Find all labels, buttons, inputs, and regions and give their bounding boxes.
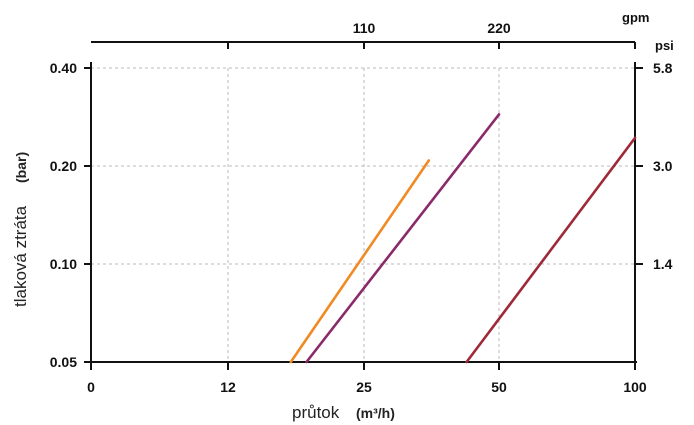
y-axis-unit: (bar) bbox=[13, 152, 29, 183]
ticks: 0 12 25 50 100 0.05 0.10 0.20 0.40 110 220 1.4 3.0 5.… bbox=[50, 20, 673, 395]
right-y-tick-label: 1.4 bbox=[653, 256, 673, 272]
series-line-2 bbox=[307, 114, 500, 362]
right-axis-unit: psi bbox=[655, 38, 674, 53]
y-tick-label: 0.20 bbox=[50, 158, 77, 174]
top-x-tick-label: 110 bbox=[353, 20, 376, 36]
right-y-tick-label: 5.8 bbox=[653, 60, 673, 76]
top-x-tick-label: 220 bbox=[487, 20, 511, 36]
series-line-1 bbox=[291, 161, 429, 363]
grid bbox=[91, 68, 635, 362]
x-tick-label: 0 bbox=[87, 379, 95, 395]
y-tick-label: 0.10 bbox=[50, 256, 77, 272]
x-tick-label: 50 bbox=[491, 379, 507, 395]
y-tick-label: 0.40 bbox=[50, 60, 77, 76]
x-tick-label: 25 bbox=[356, 379, 372, 395]
top-axis-unit: gpm bbox=[622, 10, 649, 25]
x-axis-unit: (m³/h) bbox=[356, 405, 395, 421]
y-tick-label: 0.05 bbox=[50, 354, 77, 370]
y-axis-title-group: tlaková ztráta (bar) bbox=[11, 152, 30, 307]
y-axis-title: tlaková ztráta bbox=[11, 205, 30, 307]
series bbox=[291, 114, 635, 362]
x-tick-label: 12 bbox=[220, 379, 236, 395]
x-tick-label: 100 bbox=[623, 379, 647, 395]
series-line-3 bbox=[467, 138, 635, 362]
right-y-tick-label: 3.0 bbox=[653, 158, 673, 174]
x-axis-title: průtok bbox=[292, 403, 340, 422]
